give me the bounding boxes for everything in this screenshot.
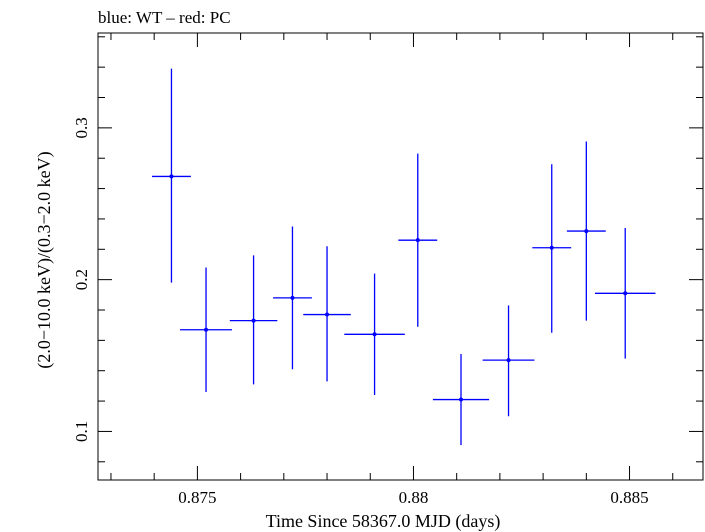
point-marker (623, 291, 628, 296)
point-marker (415, 238, 420, 243)
x-tick-label: 0.885 (610, 488, 648, 507)
point-marker (169, 174, 174, 179)
data-point (432, 354, 490, 446)
y-axis-label: (2.0−10.0 keV)/(0.3−2.0 keV) (34, 151, 55, 368)
point-marker (372, 332, 377, 337)
point-marker (325, 312, 330, 317)
data-series (152, 68, 656, 446)
data-point (482, 305, 535, 417)
point-marker (251, 318, 256, 323)
data-point (152, 68, 191, 283)
point-marker (459, 397, 463, 402)
point-marker (584, 229, 589, 234)
plot-frame (97, 32, 704, 481)
x-axis-ticks (110, 33, 674, 480)
x-tick-label: 0.88 (399, 488, 429, 507)
point-marker (204, 327, 209, 332)
data-point (594, 228, 656, 359)
data-point (566, 141, 606, 321)
x-tick-label: 0.875 (178, 488, 216, 507)
data-point (398, 153, 438, 327)
data-point (180, 267, 232, 392)
data-point (344, 273, 405, 396)
data-point (273, 226, 312, 370)
x-axis-label: Time Since 58367.0 MJD (days) (266, 511, 501, 532)
y-tick-label: 0.2 (72, 269, 91, 290)
point-marker (290, 295, 295, 300)
point-marker (506, 358, 511, 363)
y-tick-label: 0.3 (72, 117, 91, 138)
chart-title: blue: WT – red: PC (98, 8, 231, 27)
data-point (303, 246, 351, 382)
y-axis-ticks (98, 36, 703, 463)
data-point (229, 255, 278, 385)
y-tick-label: 0.1 (72, 421, 91, 442)
point-marker (549, 245, 554, 250)
y-axis-tick-labels: 0.1 0.2 0.3 (72, 117, 91, 442)
data-point (532, 164, 572, 333)
x-axis-tick-labels: 0.875 0.88 0.885 (178, 488, 648, 507)
